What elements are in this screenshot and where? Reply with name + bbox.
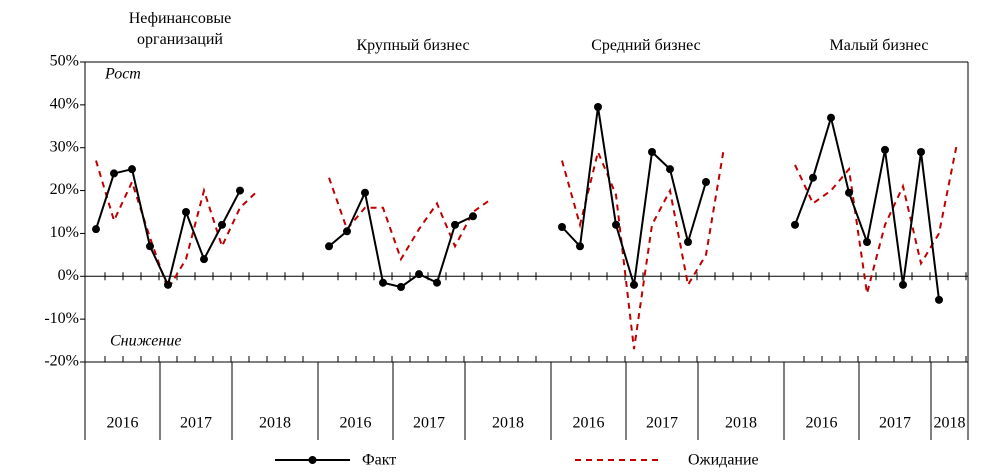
point — [881, 145, 889, 154]
point — [827, 113, 835, 122]
panel-title: Малый бизнес — [829, 37, 929, 54]
series-line — [794, 113, 940, 300]
x-tick-label: 2016 — [107, 415, 139, 432]
point — [648, 148, 656, 156]
point — [666, 165, 674, 174]
point — [684, 238, 692, 246]
legend-marker — [308, 456, 317, 464]
y-tick-label: 10% — [50, 224, 79, 241]
point — [200, 255, 208, 264]
point — [110, 169, 118, 178]
panel-title: Средний бизнес — [591, 37, 701, 54]
point — [361, 188, 369, 197]
point — [379, 278, 387, 287]
point — [182, 208, 190, 216]
x-tick-label: 2018 — [259, 415, 291, 432]
x-tick-label: 2016 — [573, 415, 605, 432]
y-tick-label: 40% — [50, 96, 79, 113]
point — [397, 283, 405, 291]
panel-title: Нефинансовые организаций — [128, 10, 232, 48]
point — [343, 227, 351, 236]
point — [576, 242, 584, 251]
y-tick-label: 50% — [50, 53, 79, 70]
point — [451, 220, 459, 229]
y-tick-label: -20% — [44, 353, 79, 370]
point — [92, 225, 100, 234]
point — [325, 242, 333, 251]
series-line — [95, 167, 241, 288]
x-tick-label: 2018 — [492, 415, 524, 432]
legend-label: Ожидание — [688, 452, 759, 469]
y-tick-label: -10% — [44, 310, 79, 327]
point — [935, 295, 943, 304]
series-line — [561, 106, 707, 286]
annotation: Снижение — [110, 333, 181, 350]
point — [218, 220, 226, 229]
x-tick-label: 2018 — [725, 415, 757, 432]
point — [415, 270, 423, 279]
point — [594, 103, 602, 111]
point — [469, 212, 477, 221]
point — [702, 178, 710, 186]
x-tick-label: 2017 — [879, 415, 911, 432]
x-tick-label: 2018 — [934, 415, 966, 432]
panel-title: Крупный бизнес — [356, 37, 470, 54]
point — [630, 280, 638, 289]
series-line — [561, 147, 725, 350]
point — [809, 173, 817, 182]
x-tick-label: 2017 — [646, 415, 678, 432]
y-tick-label: 20% — [50, 181, 79, 198]
point — [845, 188, 853, 197]
series-line — [328, 177, 492, 262]
point — [558, 223, 566, 231]
series-line — [95, 160, 259, 292]
point — [917, 148, 925, 156]
point — [236, 186, 244, 195]
point — [899, 280, 907, 289]
point — [128, 165, 136, 174]
annotation: Рост — [104, 66, 141, 83]
series-line — [794, 143, 958, 294]
point — [863, 238, 871, 246]
x-tick-label: 2017 — [413, 415, 445, 432]
y-tick-label: 0% — [58, 267, 79, 284]
point — [612, 220, 620, 229]
point — [146, 242, 154, 251]
x-tick-label: 2016 — [806, 415, 838, 432]
point — [433, 278, 441, 287]
point — [791, 220, 799, 229]
y-tick-label: 30% — [50, 138, 79, 155]
legend-label: Факт — [362, 452, 396, 469]
x-tick-label: 2017 — [180, 415, 212, 432]
point — [164, 280, 172, 289]
series-line — [328, 189, 474, 289]
x-tick-label: 2016 — [340, 415, 372, 432]
